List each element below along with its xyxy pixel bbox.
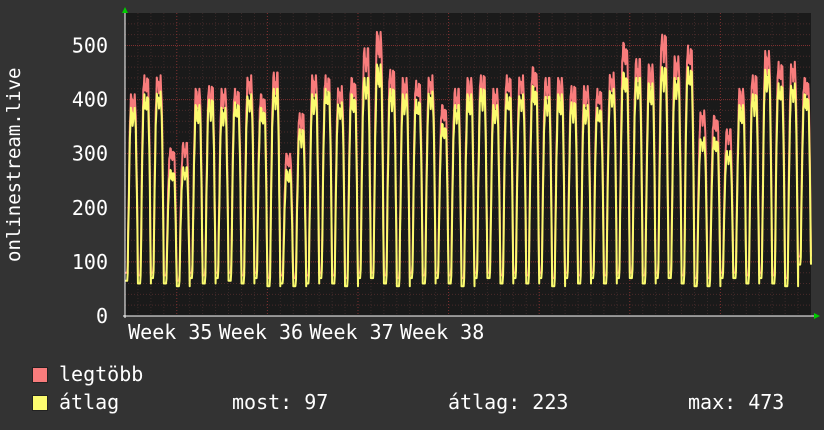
x-tick-label: Week 38 bbox=[400, 320, 484, 344]
x-tick-label: Week 35 bbox=[128, 320, 212, 344]
y-tick-label: 100 bbox=[72, 250, 108, 274]
legend-label-atlag: átlag bbox=[59, 390, 120, 414]
y-tick-labels: 0 100 200 300 400 500 bbox=[72, 33, 108, 328]
y-tick-label: 500 bbox=[72, 33, 108, 57]
legend-swatch-legtobb bbox=[32, 367, 48, 383]
y-tick-label: 300 bbox=[72, 142, 108, 166]
y-tick-label: 400 bbox=[72, 88, 108, 112]
stat-average: átlag: 223 bbox=[448, 390, 569, 414]
legend: legtöbb átlag most: 97 átlag: 223 max: 4… bbox=[32, 362, 812, 418]
stat-maximum: max: 473 bbox=[688, 390, 785, 414]
x-axis-arrow-icon bbox=[814, 313, 820, 319]
stat-current: most: 97 bbox=[232, 390, 329, 414]
x-tick-label: Week 37 bbox=[309, 320, 393, 344]
legend-swatch-atlag bbox=[32, 395, 48, 411]
series-line-atlag bbox=[124, 63, 812, 288]
y-axis-arrow-icon bbox=[122, 7, 128, 13]
legend-label-legtobb: legtöbb bbox=[59, 362, 144, 386]
y-tick-label: 200 bbox=[72, 196, 108, 220]
series-atlag bbox=[124, 63, 812, 288]
x-tick-labels: Week 35 Week 36 Week 37 Week 38 bbox=[128, 320, 484, 344]
x-tick-label: Week 36 bbox=[219, 320, 303, 344]
y-axis-label: onlinestream.live bbox=[3, 67, 25, 263]
y-tick-label: 0 bbox=[96, 304, 108, 328]
